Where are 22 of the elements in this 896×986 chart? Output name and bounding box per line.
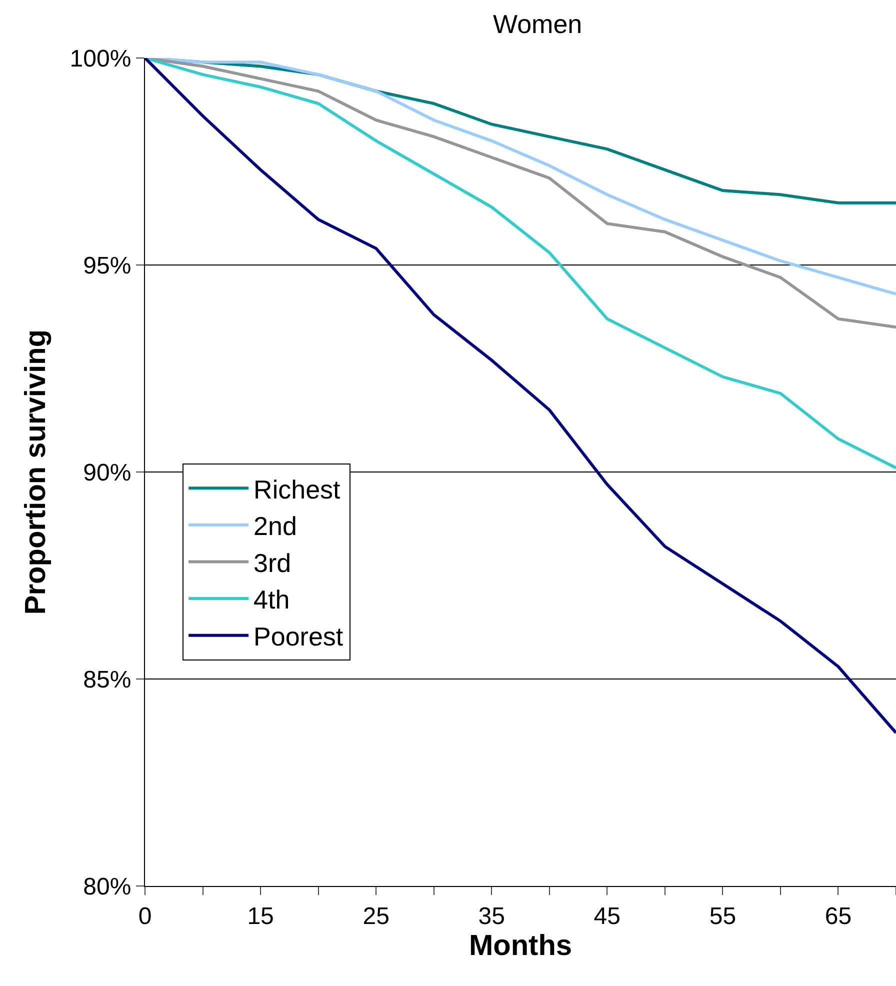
chart-title: Women	[493, 8, 582, 39]
x-tick-label: 25	[362, 902, 390, 930]
x-axis-title: Months	[468, 930, 572, 962]
legend-label: Richest	[254, 474, 342, 504]
y-tick-label: 95%	[83, 252, 132, 280]
legend-label: 4th	[254, 584, 290, 615]
legend-label: 3rd	[254, 548, 292, 578]
y-tick-label: 80%	[83, 873, 132, 900]
y-tick-label: 90%	[83, 459, 132, 486]
x-tick-label: 0	[138, 902, 152, 930]
x-tick-label: 35	[478, 902, 505, 930]
x-tick-label: 45	[594, 902, 620, 930]
y-tick-label: 85%	[83, 666, 132, 694]
line-series	[145, 58, 896, 734]
legend-label: Poorest	[254, 621, 344, 652]
line-series	[145, 58, 896, 470]
x-tick-label: 55	[709, 902, 736, 930]
legend-label: 2nd	[254, 511, 297, 542]
y-tick-label: 100%	[70, 45, 132, 72]
y-axis-title: Proportion surviving	[20, 329, 52, 615]
x-tick-label: 65	[824, 902, 852, 930]
x-tick-label: 15	[247, 902, 274, 930]
